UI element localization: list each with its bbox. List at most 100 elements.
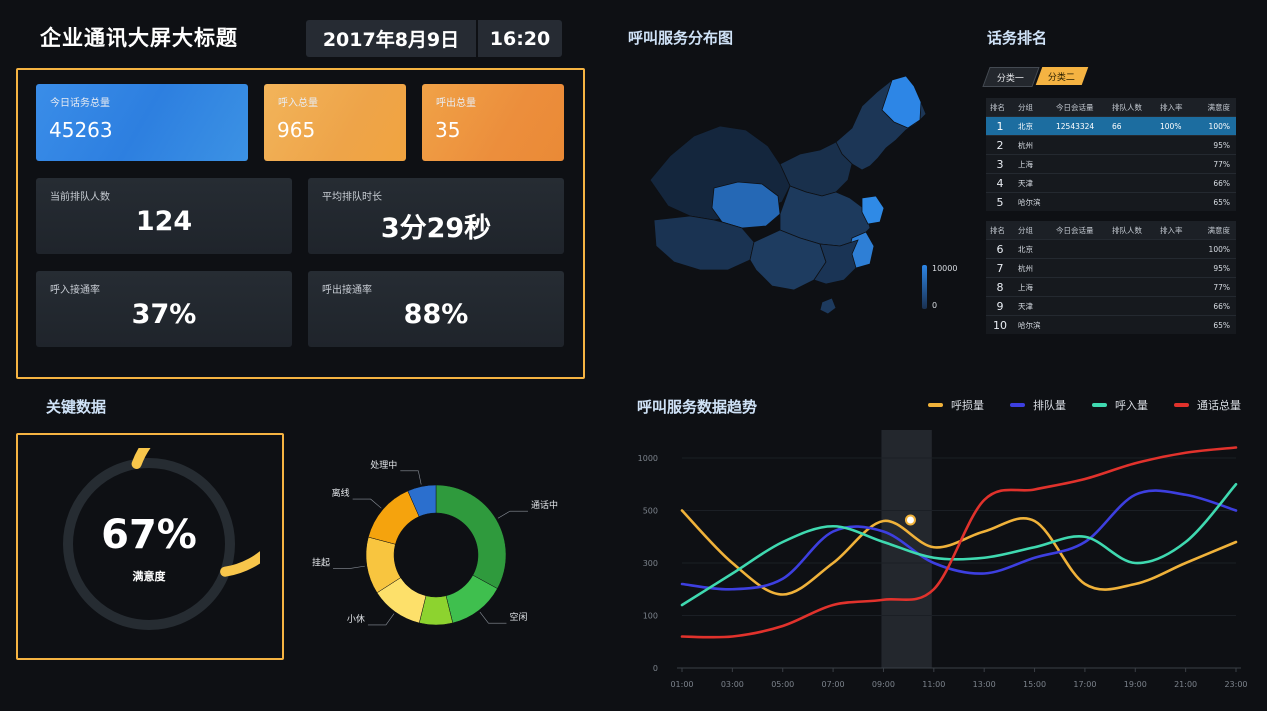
table-cell	[1108, 296, 1156, 316]
table-cell: 95%	[1196, 135, 1236, 155]
table-row[interactable]: 10 哈尔滨 65%	[986, 315, 1236, 334]
tab-category-1[interactable]: 分类一	[982, 67, 1040, 87]
queue-card[interactable]: 当前排队人数 124	[36, 178, 292, 254]
legend-item-3[interactable]: 通话总量	[1174, 397, 1241, 413]
table-cell	[1156, 296, 1196, 316]
legend-label: 排队量	[1033, 399, 1066, 412]
legend-swatch	[1174, 403, 1189, 407]
avg-wait-card[interactable]: 平均排队时长 3分29秒	[308, 178, 564, 254]
table-cell	[1108, 173, 1156, 193]
table-cell: 65%	[1196, 315, 1236, 334]
table-cell	[1108, 277, 1156, 297]
table-row[interactable]: 1 北京 12543324 66 100% 100%	[986, 116, 1236, 136]
total-calls-card[interactable]: 今日话务总量 45263	[36, 84, 248, 161]
time-display: 16:20	[478, 20, 562, 57]
table-cell: 上海	[1014, 277, 1052, 297]
table-cell	[1052, 277, 1108, 297]
inbound-rate-label: 呼入接通率	[50, 285, 100, 296]
map-region-south[interactable]	[813, 239, 859, 285]
table-cell	[1052, 192, 1108, 211]
table-cell: 6	[986, 239, 1014, 259]
map-region-heilongjiang[interactable]	[881, 75, 922, 129]
table-row[interactable]: 3 上海 77%	[986, 154, 1236, 174]
table-cell	[1108, 135, 1156, 155]
tab-category-2[interactable]: 分类二	[1035, 67, 1089, 85]
legend-item-2[interactable]: 呼入量	[1092, 397, 1148, 413]
trend-line-chart: 0 100 300 500 1000 01:00 03:00 05:00 07:00 09:00 1…	[638, 430, 1248, 689]
table-header-row: 排名 分组 今日会话量 排队人数 排入率 满意度	[986, 98, 1236, 117]
inbound-card[interactable]: 呼入总量 965	[264, 84, 406, 161]
donut-slice-0[interactable]	[435, 484, 507, 589]
table-row[interactable]: 8 上海 77%	[986, 277, 1236, 297]
y-tick-label: 100	[643, 612, 658, 621]
table-cell	[1156, 173, 1196, 193]
table-cell: 65%	[1196, 192, 1236, 211]
legend-item-0[interactable]: 呼损量	[928, 397, 984, 413]
table-cell: 1	[986, 116, 1014, 136]
table-cell: 77%	[1196, 154, 1236, 174]
table-cell	[1052, 315, 1108, 334]
map-legend-min: 0	[932, 301, 938, 310]
legend-label: 呼入量	[1115, 399, 1148, 412]
table-cell: 哈尔滨	[1014, 192, 1052, 211]
trend-legend: 呼损量 排队量 呼入量 通话总量	[928, 397, 1267, 413]
table-cell	[1052, 258, 1108, 278]
gauge-track	[63, 458, 235, 630]
table-cell	[1052, 154, 1108, 174]
table-cell: 4	[986, 173, 1014, 193]
x-tick-label: 19:00	[1124, 680, 1147, 689]
outbound-card[interactable]: 呼出总量 35	[422, 84, 564, 161]
table-cell: 9	[986, 296, 1014, 316]
y-tick-label: 0	[653, 664, 658, 673]
series-line-3[interactable]	[680, 446, 1238, 639]
table-cell: 2	[986, 135, 1014, 155]
table-row[interactable]: 5 哈尔滨 65%	[986, 192, 1236, 211]
table-header-row: 排名 分组 今日会话量 排队人数 排入率 满意度	[986, 221, 1236, 240]
table-header-cell: 今日会话量	[1052, 221, 1108, 240]
table-cell: 天津	[1014, 296, 1052, 316]
table-cell: 上海	[1014, 154, 1052, 174]
map-region-hainan[interactable]	[819, 297, 837, 315]
donut-label-line-1	[479, 611, 507, 624]
table-row[interactable]: 9 天津 66%	[986, 296, 1236, 316]
table-header-cell: 排名	[986, 221, 1014, 240]
outbound-rate-card[interactable]: 呼出接通率 88%	[308, 271, 564, 347]
donut-slice-6[interactable]	[407, 484, 437, 517]
map-region-qinghai[interactable]	[711, 181, 781, 229]
series-line-2[interactable]	[680, 482, 1238, 607]
hover-point-marker[interactable]	[904, 514, 916, 526]
table-cell	[1108, 239, 1156, 259]
table-cell: 5	[986, 192, 1014, 211]
x-tick-label: 05:00	[771, 680, 794, 689]
outbound-rate-label: 呼出接通率	[322, 285, 372, 296]
table-cell	[1052, 296, 1108, 316]
table-cell: 7	[986, 258, 1014, 278]
china-map	[649, 75, 927, 315]
legend-item-1[interactable]: 排队量	[1010, 397, 1066, 413]
donut-label-0: 通话中	[531, 499, 558, 511]
total-calls-label: 今日话务总量	[50, 98, 110, 109]
date-display: 2017年8月9日	[306, 20, 476, 57]
total-calls-value: 45263	[49, 118, 113, 142]
legend-swatch	[1092, 403, 1107, 407]
series-line-0[interactable]	[680, 509, 1238, 596]
inbound-rate-card[interactable]: 呼入接通率 37%	[36, 271, 292, 347]
donut-label-4: 挂起	[312, 556, 330, 568]
table-row[interactable]: 7 杭州 95%	[986, 258, 1236, 278]
map-region-jiangsu[interactable]	[861, 195, 885, 225]
y-tick-label: 300	[643, 559, 658, 568]
page-title: 企业通讯大屏大标题	[40, 26, 238, 50]
table-cell: 8	[986, 277, 1014, 297]
table-cell: 杭州	[1014, 135, 1052, 155]
table-row[interactable]: 6 北京 100%	[986, 239, 1236, 259]
x-tick-label: 11:00	[922, 680, 945, 689]
donut-label-line-5	[352, 498, 382, 509]
table-row[interactable]: 4 天津 66%	[986, 173, 1236, 193]
table-cell	[1156, 315, 1196, 334]
x-tick-label: 07:00	[822, 680, 845, 689]
series-line-1[interactable]	[680, 489, 1238, 591]
table-row[interactable]: 2 杭州 95%	[986, 135, 1236, 155]
table-header-cell: 今日会话量	[1052, 98, 1108, 117]
gauge-frame	[16, 433, 284, 660]
donut-label-line-0	[497, 510, 528, 519]
